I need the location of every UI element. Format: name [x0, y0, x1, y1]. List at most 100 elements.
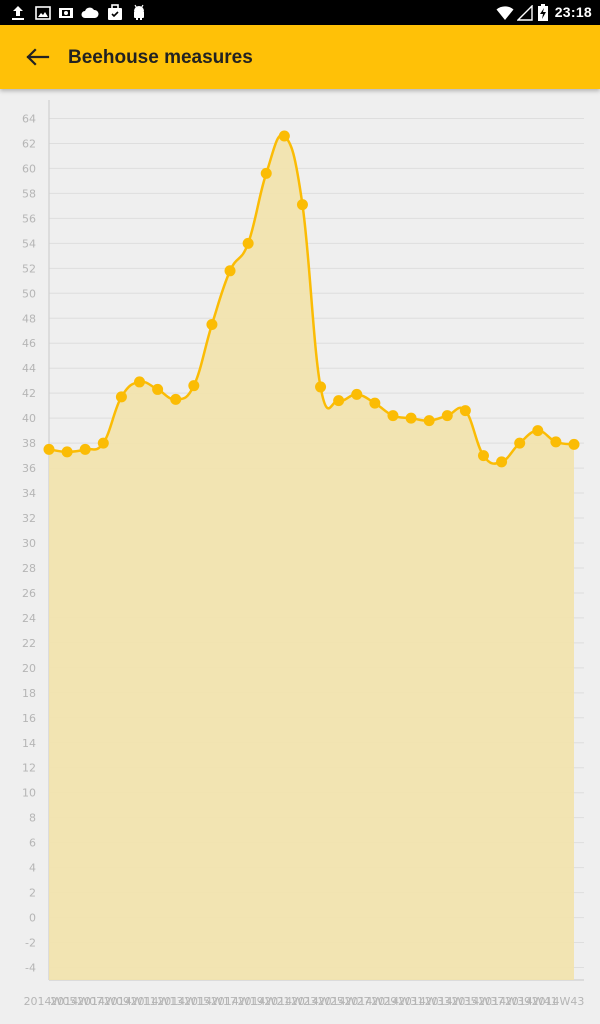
- y-tick-label: 24: [22, 612, 36, 625]
- y-tick-label: 42: [22, 387, 36, 400]
- data-point: [170, 393, 182, 405]
- data-point: [43, 443, 55, 455]
- data-point: [188, 380, 200, 392]
- photo-icon: [59, 8, 73, 18]
- y-tick-label: 50: [22, 287, 36, 300]
- y-tick-label: 58: [22, 187, 36, 200]
- y-tick-label: 30: [22, 537, 36, 550]
- y-tick-label: 18: [22, 687, 36, 700]
- gallery-icon: [35, 6, 51, 20]
- y-tick-label: 20: [22, 662, 36, 675]
- status-bar: 23:18: [0, 0, 600, 25]
- data-point: [296, 199, 308, 211]
- y-tick-label: 12: [22, 762, 36, 775]
- data-points: [43, 130, 580, 468]
- y-tick-label: 8: [29, 812, 36, 825]
- x-tick-label: 2014W27: [318, 995, 371, 1008]
- cloud-icon: [81, 7, 99, 18]
- y-tick-label: 46: [22, 337, 36, 350]
- data-point: [441, 410, 453, 422]
- data-point: [333, 395, 345, 407]
- data-point: [242, 237, 254, 249]
- x-tick-label: 2014W37: [451, 995, 504, 1008]
- x-tick-label: 2014W09: [77, 995, 130, 1008]
- y-tick-label: 2: [29, 887, 36, 900]
- x-tick-label: 2014W41: [505, 995, 558, 1008]
- x-tick-label: 2014W05: [24, 995, 77, 1008]
- y-tick-label: 4: [29, 862, 36, 875]
- data-point: [423, 415, 435, 427]
- x-tick-label: 2014W39: [478, 995, 531, 1008]
- x-tick-label: 2014W31: [371, 995, 424, 1008]
- y-tick-label: -2: [25, 937, 36, 950]
- data-point: [152, 383, 164, 395]
- x-tick-label: 2014W29: [344, 995, 397, 1008]
- y-tick-label: 48: [22, 312, 36, 325]
- signal-icon: [517, 5, 533, 21]
- y-tick-label: 60: [22, 162, 36, 175]
- x-tick-label: 2014W23: [264, 995, 317, 1008]
- area-shape: [49, 134, 574, 981]
- data-point: [532, 425, 544, 437]
- data-point: [97, 437, 109, 449]
- page-title: Beehouse measures: [68, 47, 253, 68]
- data-point: [79, 443, 91, 455]
- y-tick-label: 36: [22, 462, 36, 475]
- data-point: [514, 437, 526, 449]
- y-tick-label: 10: [22, 787, 36, 800]
- data-point: [568, 438, 580, 450]
- upload-icon: [12, 6, 24, 20]
- x-tick-label: 2014W19: [211, 995, 264, 1008]
- data-point: [315, 381, 327, 393]
- x-axis-labels: 2014W052014W072014W092014W112014W132014W…: [24, 995, 585, 1008]
- wifi-icon: [496, 6, 514, 20]
- android-icon: [134, 4, 144, 20]
- y-tick-label: 6: [29, 837, 36, 850]
- data-point: [477, 450, 489, 462]
- x-tick-label: 2014W43: [532, 995, 585, 1008]
- area-fill: [49, 134, 574, 981]
- y-tick-label: 28: [22, 562, 36, 575]
- x-tick-label: 2014W25: [291, 995, 344, 1008]
- x-tick-label: 2014W11: [104, 995, 157, 1008]
- back-button[interactable]: [16, 35, 60, 79]
- x-tick-label: 2014W15: [157, 995, 210, 1008]
- y-tick-label: 44: [22, 362, 36, 375]
- y-tick-label: 32: [22, 512, 36, 525]
- data-point: [351, 388, 363, 400]
- x-tick-label: 2014W33: [398, 995, 451, 1008]
- y-tick-label: 54: [22, 237, 36, 250]
- y-tick-label: 34: [22, 487, 36, 500]
- y-tick-label: -4: [25, 962, 36, 975]
- status-clock: 23:18: [554, 4, 592, 20]
- app-bar: Beehouse measures: [0, 25, 600, 89]
- briefcase-icon: [108, 4, 122, 20]
- data-point: [61, 446, 73, 458]
- y-tick-label: 52: [22, 262, 36, 275]
- x-tick-label: 2014W21: [237, 995, 290, 1008]
- y-tick-label: 62: [22, 137, 36, 150]
- y-tick-label: 56: [22, 212, 36, 225]
- battery-charging-icon: [538, 4, 548, 21]
- y-tick-label: 14: [22, 737, 36, 750]
- data-point: [260, 167, 272, 179]
- y-tick-label: 0: [29, 912, 36, 925]
- data-point: [115, 391, 127, 403]
- data-point: [206, 319, 218, 330]
- data-point: [387, 410, 399, 422]
- measures-chart: -4-2024681012141618202224262830323436384…: [22, 100, 585, 1008]
- x-tick-label: 2014W07: [50, 995, 103, 1008]
- data-point: [224, 265, 236, 277]
- data-point: [405, 412, 417, 424]
- y-tick-label: 64: [22, 112, 36, 125]
- data-point: [278, 130, 290, 142]
- data-point: [369, 397, 381, 409]
- y-tick-label: 22: [22, 637, 36, 650]
- data-point: [134, 376, 146, 388]
- data-point: [459, 405, 471, 417]
- data-point: [550, 436, 562, 448]
- arrow-back-icon: [26, 48, 50, 66]
- x-tick-label: 2014W35: [425, 995, 478, 1008]
- y-tick-label: 16: [22, 712, 36, 725]
- y-tick-label: 40: [22, 412, 36, 425]
